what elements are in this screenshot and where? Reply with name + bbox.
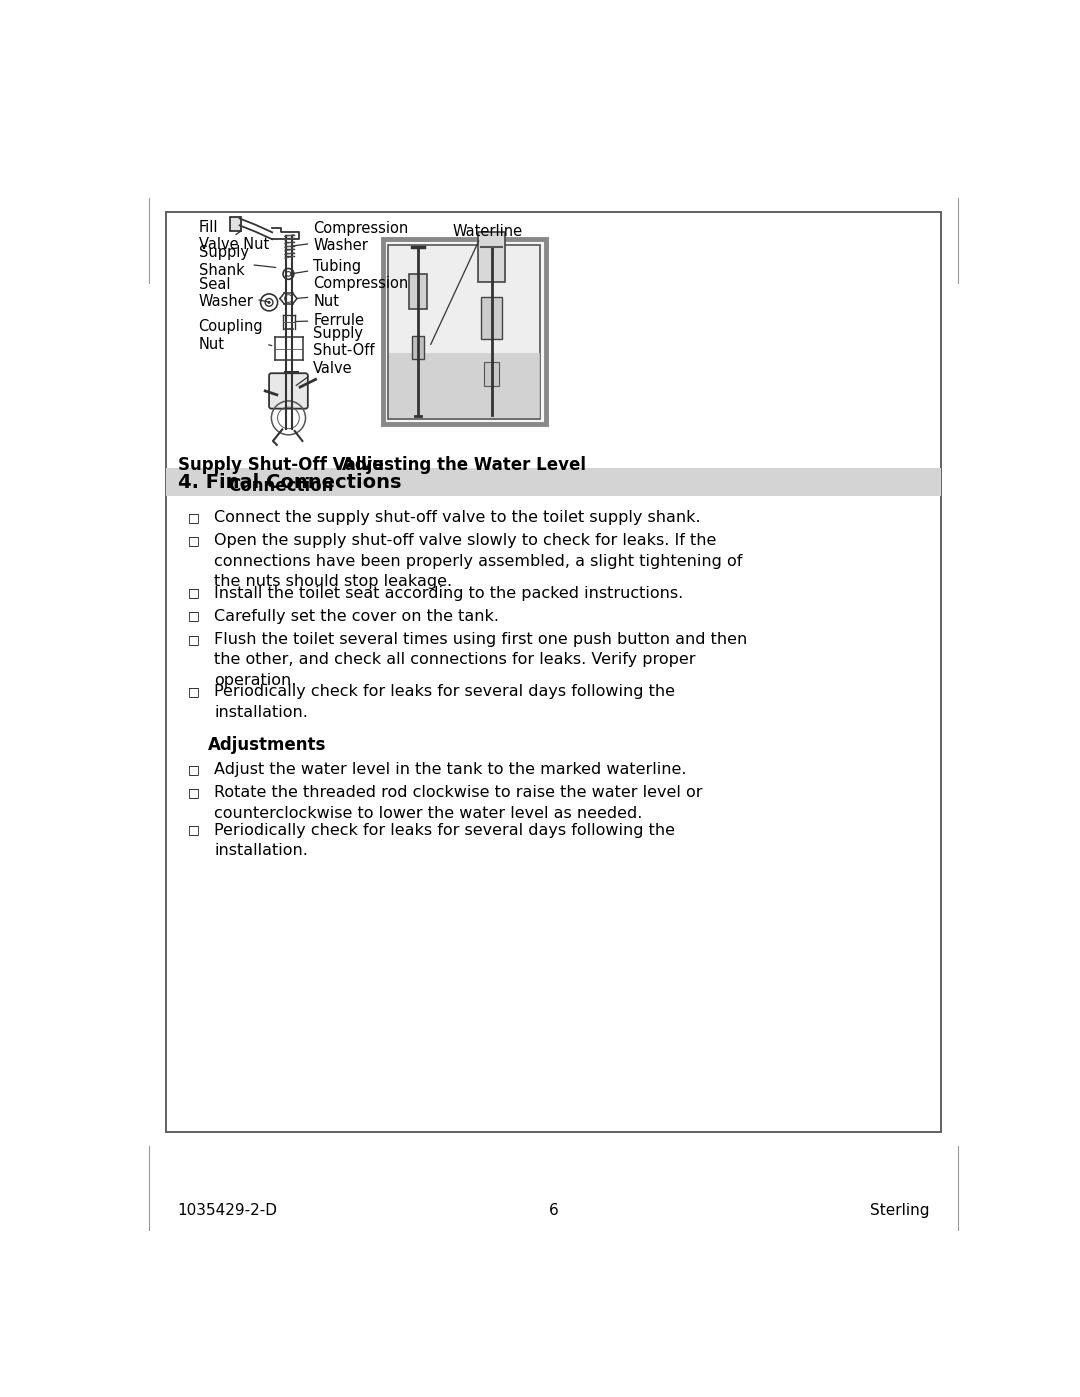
Text: Fill
Valve Nut: Fill Valve Nut [199, 219, 269, 253]
Text: 6: 6 [549, 1203, 558, 1218]
Text: Compression
Nut: Compression Nut [298, 277, 408, 309]
Text: Adjusting the Water Level: Adjusting the Water Level [342, 457, 586, 475]
Text: Adjust the water level in the tank to the marked waterline.: Adjust the water level in the tank to th… [214, 763, 687, 777]
Text: Rotate the threaded rod clockwise to raise the water level or
counterclockwise t: Rotate the threaded rod clockwise to rai… [214, 785, 703, 820]
Text: Waterline: Waterline [453, 224, 523, 239]
Bar [408, 274, 428, 309]
Bar [389, 353, 540, 418]
Text: Periodically check for leaks for several days following the
installation.: Periodically check for leaks for several… [214, 685, 675, 719]
Text: □: □ [188, 824, 200, 837]
Text: □: □ [188, 685, 200, 698]
Text: Adjustments: Adjustments [207, 736, 326, 754]
Text: Ferrule: Ferrule [295, 313, 364, 328]
Text: Coupling
Nut: Coupling Nut [199, 320, 272, 352]
Text: □: □ [188, 534, 200, 548]
Text: Supply Shut-Off Valve
Connection: Supply Shut-Off Valve Connection [178, 457, 383, 495]
Bar [477, 232, 505, 282]
Text: □: □ [188, 763, 200, 775]
Text: Seal
Washer: Seal Washer [199, 277, 268, 309]
Text: Open the supply shut-off valve slowly to check for leaks. If the
connections hav: Open the supply shut-off valve slowly to… [214, 534, 742, 590]
Text: □: □ [188, 609, 200, 623]
Bar [389, 244, 540, 419]
Text: □: □ [188, 787, 200, 799]
FancyBboxPatch shape [269, 373, 308, 409]
Text: Carefully set the cover on the tank.: Carefully set the cover on the tank. [214, 609, 499, 624]
Circle shape [268, 300, 271, 305]
Text: Supply
Shank: Supply Shank [199, 246, 275, 278]
Text: Install the toilet seat according to the packed instructions.: Install the toilet seat according to the… [214, 585, 684, 601]
Bar [166, 468, 941, 496]
Text: Periodically check for leaks for several days following the
installation.: Periodically check for leaks for several… [214, 823, 675, 858]
Text: 1035429-2-D: 1035429-2-D [177, 1203, 278, 1218]
Text: □: □ [188, 511, 200, 524]
Bar [383, 239, 545, 425]
Text: Compression
Washer: Compression Washer [294, 221, 408, 253]
Bar [411, 335, 424, 359]
Text: Flush the toilet several times using first one push button and then
the other, a: Flush the toilet several times using fir… [214, 631, 747, 687]
Bar [166, 211, 941, 1132]
Text: □: □ [188, 633, 200, 645]
Text: Sterling: Sterling [869, 1203, 930, 1218]
Text: Connect the supply shut-off valve to the toilet supply shank.: Connect the supply shut-off valve to the… [214, 510, 701, 525]
Text: □: □ [188, 587, 200, 599]
Text: 4. Final Connections: 4. Final Connections [178, 474, 402, 492]
Bar [230, 217, 241, 231]
Bar [484, 362, 499, 386]
Text: Supply
Shut-Off
Valve: Supply Shut-Off Valve [296, 326, 375, 386]
Text: Tubing: Tubing [294, 258, 362, 274]
Bar [481, 298, 502, 339]
